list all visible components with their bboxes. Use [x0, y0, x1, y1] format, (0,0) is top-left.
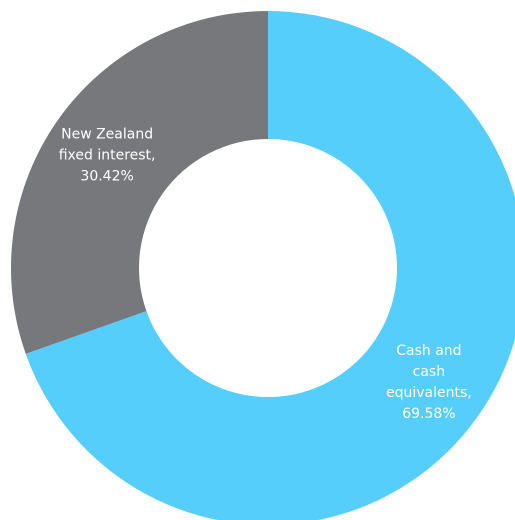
slice-1 [10, 11, 268, 354]
slice-label-line: equivalents, [386, 385, 472, 401]
slice-label-1: New Zealand fixed interest, 30.42% [59, 126, 156, 184]
slice-label-line: cash [413, 364, 445, 380]
slice-label-line: Cash and [396, 343, 461, 359]
slice-label-line: 69.58% [402, 406, 455, 422]
slice-label-0: Cash and cash equivalents, 69.58% [386, 343, 472, 422]
slice-label-line: 30.42% [80, 168, 133, 184]
slice-label-line: fixed interest, [59, 147, 156, 163]
slice-0 [25, 11, 515, 520]
labels-layer: Cash and cash equivalents, 69.58% New Zealan… [59, 126, 472, 422]
slices-layer [10, 11, 515, 520]
slice-label-line: New Zealand [61, 126, 153, 142]
